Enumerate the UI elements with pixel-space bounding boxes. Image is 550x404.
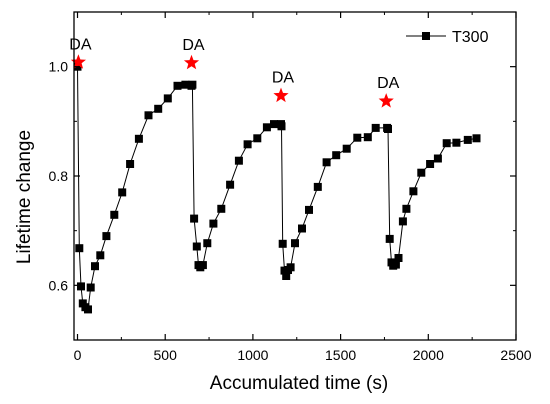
data-point xyxy=(385,234,394,243)
legend: T300 xyxy=(406,29,489,46)
legend-marker xyxy=(422,32,430,40)
data-point xyxy=(398,217,407,226)
data-point xyxy=(417,168,426,177)
x-axis-title: Accumulated time (s) xyxy=(210,373,388,394)
data-point xyxy=(173,81,182,90)
y-tick-label: 0.8 xyxy=(49,168,69,184)
data-point xyxy=(188,80,197,89)
annotation-label: DA xyxy=(377,75,400,92)
plot-frame xyxy=(73,11,517,341)
data-point xyxy=(75,244,84,253)
data-point xyxy=(144,111,153,120)
data-point xyxy=(110,210,119,219)
data-point xyxy=(442,139,451,148)
data-point xyxy=(126,160,135,168)
x-tick-label: 500 xyxy=(154,347,178,363)
data-point xyxy=(402,204,411,213)
annotation-label: DA xyxy=(182,37,205,54)
data-point xyxy=(286,263,295,272)
x-tick-label: 1000 xyxy=(237,347,268,363)
data-point xyxy=(298,224,306,233)
data-point xyxy=(384,125,392,133)
data-point xyxy=(353,133,362,142)
data-point xyxy=(305,205,313,214)
data-point xyxy=(198,261,207,270)
data-point xyxy=(243,140,252,149)
legend-label: T300 xyxy=(452,29,489,46)
plot-layer: DA DA DA DA xyxy=(69,36,481,314)
data-point xyxy=(209,219,218,228)
data-point xyxy=(203,239,212,248)
star-marker xyxy=(183,54,200,70)
x-tick-label: 1500 xyxy=(325,347,356,363)
data-point xyxy=(277,122,286,131)
axes-layer: 0 500 1000 1500 2000 2500 0.6 0.8 1.0 xyxy=(49,11,532,363)
data-point xyxy=(313,182,322,191)
star-marker xyxy=(378,93,394,108)
data-point xyxy=(433,154,442,163)
data-point xyxy=(134,134,143,143)
x-tick-label: 2500 xyxy=(500,347,531,363)
star-marker xyxy=(70,54,86,69)
data-point xyxy=(472,134,481,143)
y-axis-title: Lifetime change xyxy=(14,130,35,264)
data-point xyxy=(322,158,331,167)
data-point xyxy=(452,138,461,147)
data-point xyxy=(86,283,95,292)
annotation-label: DA xyxy=(69,36,92,53)
data-point xyxy=(154,104,163,113)
x-tick-label: 0 xyxy=(74,347,82,363)
data-point xyxy=(291,239,299,248)
data-point xyxy=(234,156,243,165)
data-point xyxy=(463,135,472,144)
data-point xyxy=(181,80,190,89)
data-point xyxy=(262,123,271,132)
data-point xyxy=(363,133,372,142)
data-point xyxy=(342,144,351,153)
data-point xyxy=(278,239,287,248)
data-point xyxy=(282,272,291,280)
data-point xyxy=(84,305,92,314)
y-tick-label: 0.6 xyxy=(49,277,69,293)
star-marker xyxy=(273,87,289,103)
data-point xyxy=(190,214,199,223)
data-point xyxy=(394,254,403,262)
data-point xyxy=(192,242,201,251)
data-point xyxy=(409,187,418,196)
data-point xyxy=(77,282,85,291)
data-point xyxy=(118,188,127,197)
data-point xyxy=(96,251,105,260)
data-point xyxy=(253,134,262,143)
data-point xyxy=(270,120,278,129)
data-point xyxy=(426,160,435,168)
data-point xyxy=(217,204,226,213)
data-point xyxy=(163,94,172,103)
data-point xyxy=(226,180,235,189)
data-point xyxy=(371,123,380,132)
annotation-label: DA xyxy=(272,70,295,87)
data-point xyxy=(91,262,99,271)
x-tick-label: 2000 xyxy=(413,347,444,363)
data-point xyxy=(391,260,400,269)
data-point xyxy=(332,151,341,160)
data-point xyxy=(102,232,111,241)
y-tick-label: 1.0 xyxy=(49,59,69,75)
